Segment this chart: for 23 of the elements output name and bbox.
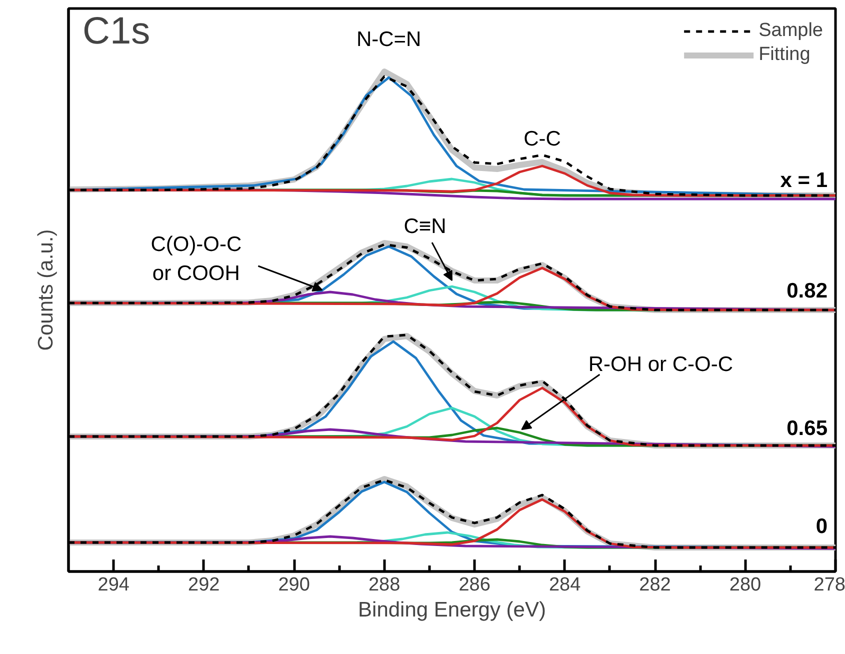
annotation: 0.65 xyxy=(786,417,828,440)
x-axis-title: Binding Energy (eV) xyxy=(358,598,546,622)
annotation: R-OH or C-O-C xyxy=(588,353,734,376)
x-tick-label: 290 xyxy=(278,574,310,596)
annotation: x = 1 xyxy=(780,169,828,192)
legend-label: Fitting xyxy=(758,44,810,66)
x-tick-label: 288 xyxy=(368,574,400,596)
annotation: N-C=N xyxy=(356,28,422,51)
annotation: C≡N xyxy=(404,215,446,238)
annotation: C(O)-O-C or COOH xyxy=(150,233,242,285)
x-tick-label: 284 xyxy=(548,574,582,596)
legend-label: Sample xyxy=(758,20,823,42)
text: C1s xyxy=(82,10,150,52)
annotation: 0.82 xyxy=(786,280,828,302)
x-tick-label: 292 xyxy=(188,574,220,596)
x-tick-label: 282 xyxy=(639,574,671,596)
x-tick-label: 286 xyxy=(458,574,490,596)
y-axis-title: Counts (a.u.) xyxy=(34,229,58,351)
annotation: C-C xyxy=(524,128,561,150)
x-tick-label: 294 xyxy=(98,574,130,596)
x-tick-label: 280 xyxy=(729,574,762,596)
annotation: 0 xyxy=(816,515,828,538)
x-tick-label: 278 xyxy=(814,574,845,596)
